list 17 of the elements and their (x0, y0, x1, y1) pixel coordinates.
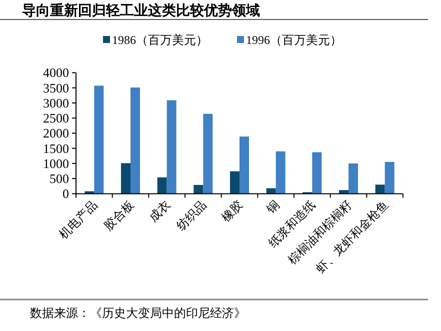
chart-title: 导向重新回归轻工业这类比较优势领域 (22, 2, 260, 19)
x-tick-label: 成衣 (146, 198, 173, 225)
y-tick-label: 3500 (43, 80, 69, 96)
y-tick-label: 1500 (43, 140, 69, 156)
x-tick-label: 胶合板 (101, 198, 137, 234)
x-tick-label: 纺织品 (174, 198, 210, 234)
legend-label: 1986（百万美元） (112, 33, 208, 47)
y-tick-label: 4000 (43, 65, 69, 80)
legend-label: 1996（百万美元） (246, 33, 342, 47)
source-note: 数据来源：《历史大变局中的印尼经济》 (30, 306, 246, 320)
x-tick-label: 铜 (262, 198, 282, 218)
y-tick-label: 1000 (43, 156, 69, 171)
x-tick-label: 橡胶 (218, 198, 246, 225)
y-tick-label: 2500 (43, 110, 69, 126)
y-tick-label: 3000 (43, 95, 69, 110)
y-tick-label: 500 (50, 171, 69, 186)
y-tick-label: 2000 (43, 126, 69, 141)
